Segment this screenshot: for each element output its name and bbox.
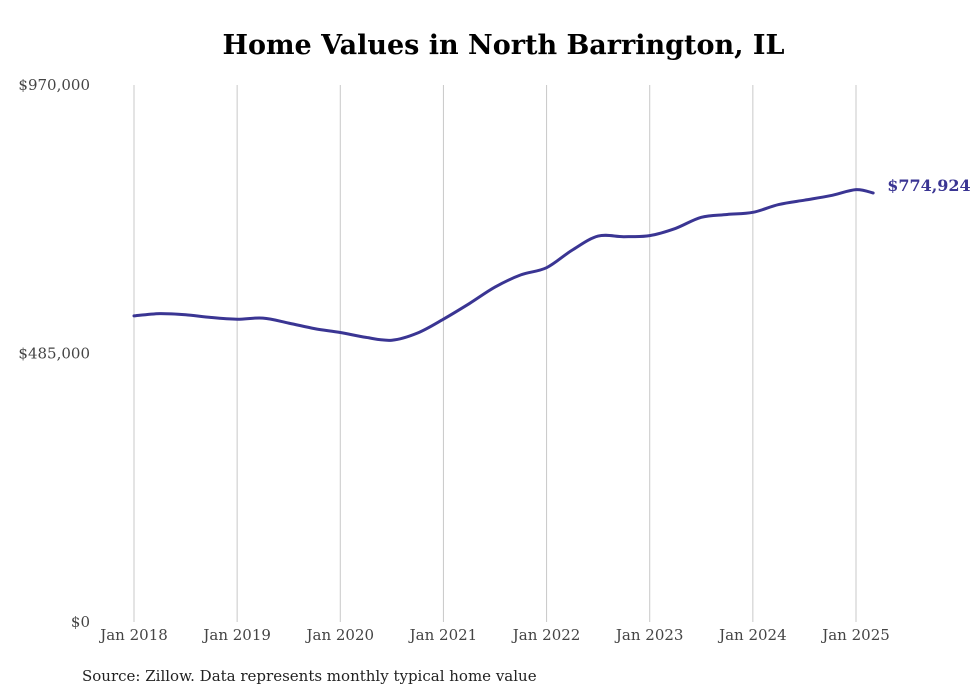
x-tick-label: Jan 2024 [717,626,787,644]
source-note: Source: Zillow. Data represents monthly … [82,667,537,685]
series-layer [132,188,875,342]
series-line [132,188,875,342]
x-tick-label: Jan 2025 [820,626,890,644]
grid-lines [133,85,857,622]
x-tick-label: Jan 2022 [511,626,581,644]
y-tick-label: $485,000 [18,345,90,363]
y-tick-label: $970,000 [18,76,90,94]
y-axis-ticks: $0 $485,000 $970,000 [18,76,90,631]
y-tick-label: $0 [71,613,90,631]
x-axis-ticks: Jan 2018 Jan 2019 Jan 2020 Jan 2021 Jan 2022… [98,626,890,644]
x-tick-label: Jan 2023 [614,626,684,644]
x-tick-label: Jan 2020 [305,626,375,644]
x-tick-label: Jan 2021 [408,626,478,644]
label-layer: $774,924 [887,176,971,195]
end-value-label: $774,924 [887,176,971,195]
chart-title: Home Values in North Barrington, IL [222,30,785,61]
x-tick-label: Jan 2018 [98,626,168,644]
x-tick-label: Jan 2019 [201,626,271,644]
